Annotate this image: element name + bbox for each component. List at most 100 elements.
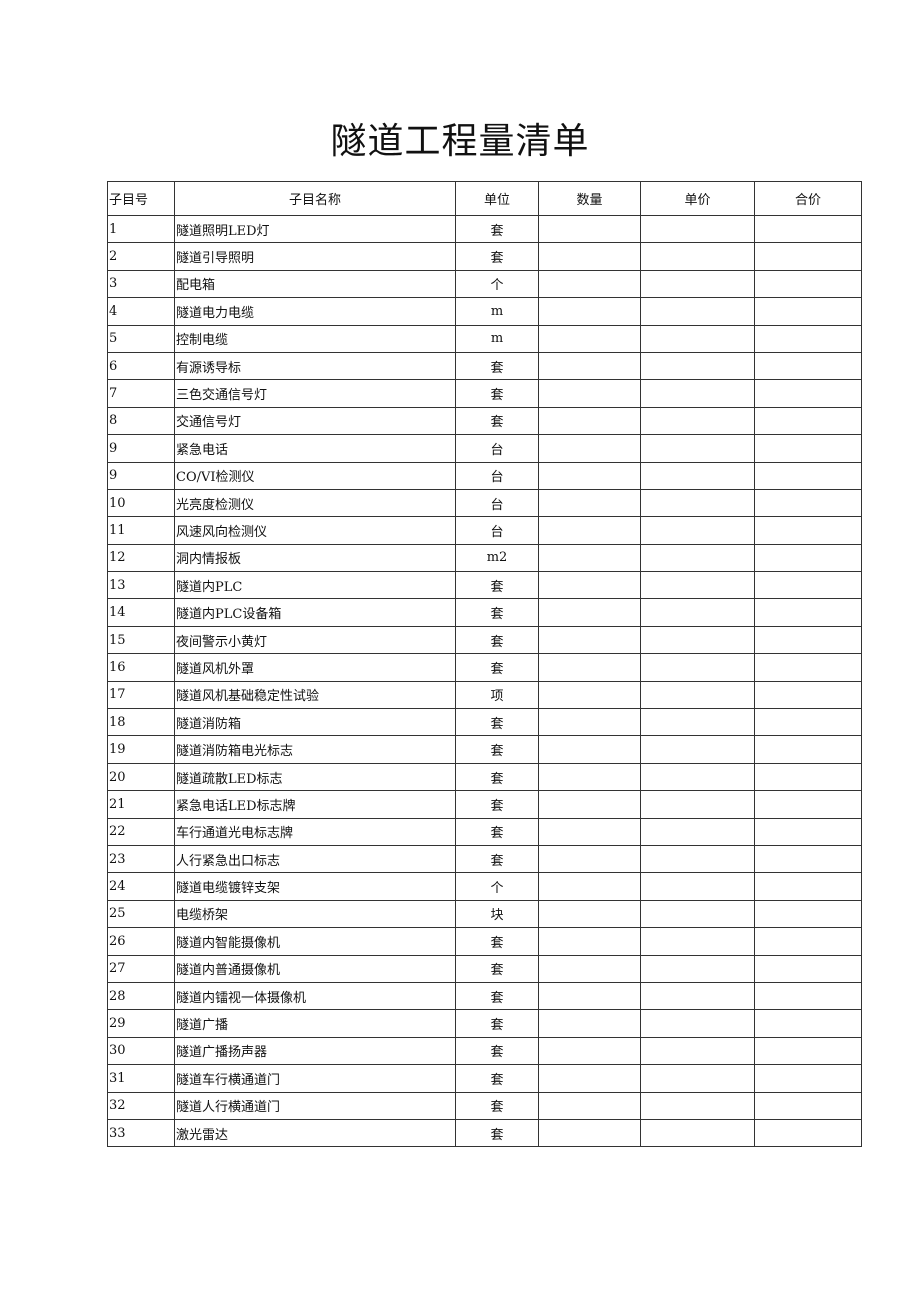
total-price-cell — [754, 214, 862, 244]
quantity-cell — [538, 1009, 641, 1038]
quantity-cell — [538, 899, 641, 929]
item-name-cell: 风速风向检测仪 — [174, 516, 456, 545]
header-item-no: 子目号 — [107, 181, 175, 216]
unit-cell: m — [455, 324, 539, 353]
unit-price-cell — [640, 269, 755, 299]
unit-price-cell — [640, 488, 755, 518]
item-no-cell: 15 — [107, 625, 175, 655]
total-price-cell — [754, 461, 862, 490]
item-name-cell: 控制电缆 — [174, 324, 456, 353]
quantity-cell — [538, 708, 641, 737]
item-name-cell: 隧道引导照明 — [174, 242, 456, 271]
table-row: 26 隧道内智能摄像机套 — [107, 927, 862, 956]
table-row: 13 隧道内PLC 套 — [107, 571, 862, 600]
item-no-cell: 30 — [107, 1036, 175, 1066]
quantity-cell — [538, 406, 641, 436]
total-price-cell — [754, 434, 862, 463]
table-row: 24 隧道电缆镀锌支架个 — [107, 872, 862, 901]
quantity-cell — [538, 543, 641, 573]
item-no-cell: 16 — [107, 653, 175, 682]
unit-price-cell — [640, 434, 755, 463]
total-price-cell — [754, 1036, 862, 1066]
header-total-price: 合价 — [754, 181, 862, 216]
item-no-cell: 28 — [107, 981, 175, 1011]
unit-cell: 套 — [455, 927, 539, 956]
header-quantity: 数量 — [538, 181, 641, 216]
item-no-cell: 9 — [107, 434, 175, 463]
item-name-cell: 隧道消防箱电光标志 — [174, 735, 456, 764]
item-name-cell: 夜间警示小黄灯 — [174, 625, 456, 655]
total-price-cell — [754, 899, 862, 929]
item-name-cell: 隧道车行横通道门 — [174, 1064, 456, 1093]
table-row: 32 隧道人行横通道门套 — [107, 1091, 862, 1120]
item-name-cell: 隧道内镭视一体摄像机 — [174, 981, 456, 1011]
total-price-cell — [754, 844, 862, 874]
unit-cell: 套 — [455, 625, 539, 655]
item-name-cell: 车行通道光电标志牌 — [174, 817, 456, 846]
item-no-cell: 20 — [107, 762, 175, 792]
unit-cell: 个 — [455, 269, 539, 299]
table-row: 21 紧急电话LED标志牌套 — [107, 790, 862, 819]
item-no-cell: 6 — [107, 351, 175, 381]
total-price-cell — [754, 625, 862, 655]
item-no-cell: 19 — [107, 735, 175, 764]
quantity-cell — [538, 1064, 641, 1093]
unit-cell: 套 — [455, 406, 539, 436]
page-title: 隧道工程量清单 — [330, 121, 590, 162]
quantity-cell — [538, 434, 641, 463]
unit-price-cell — [640, 844, 755, 874]
total-price-cell — [754, 516, 862, 545]
unit-cell: 套 — [455, 790, 539, 819]
unit-price-cell — [640, 981, 755, 1011]
table-row: 30 隧道广播扬声器套 — [107, 1036, 862, 1066]
quantity-cell — [538, 598, 641, 627]
table-row: 4 隧道电力电缆 m — [107, 297, 862, 326]
item-no-cell: 7 — [107, 379, 175, 408]
table-row: 6 有源诱导标套 — [107, 351, 862, 381]
item-name-cell: 交通信号灯 — [174, 406, 456, 436]
total-price-cell — [754, 1064, 862, 1093]
item-no-cell: 1 — [107, 214, 175, 244]
table-row: 23 人行紧急出口标志套 — [107, 844, 862, 874]
item-name-cell: 洞内情报板 — [174, 543, 456, 573]
quantity-cell — [538, 351, 641, 381]
item-name-cell: 隧道内普通摄像机 — [174, 954, 456, 983]
unit-price-cell — [640, 1118, 755, 1148]
item-name-cell: 激光雷达 — [174, 1118, 456, 1148]
table-row: 16 隧道风机外罩套 — [107, 653, 862, 682]
total-price-cell — [754, 324, 862, 353]
unit-price-cell — [640, 1091, 755, 1120]
item-name-cell: 隧道疏散LED标志 — [174, 762, 456, 792]
total-price-cell — [754, 954, 862, 983]
table-row: 33 激光雷达套 — [107, 1118, 862, 1148]
item-no-cell: 21 — [107, 790, 175, 819]
table-row: 18 隧道消防箱套 — [107, 708, 862, 737]
unit-price-cell — [640, 653, 755, 682]
item-no-cell: 26 — [107, 927, 175, 956]
unit-price-cell — [640, 954, 755, 983]
item-no-cell: 31 — [107, 1064, 175, 1093]
unit-cell: 套 — [455, 1064, 539, 1093]
unit-price-cell — [640, 817, 755, 846]
item-no-cell: 23 — [107, 844, 175, 874]
table-row: 5 控制电缆 m — [107, 324, 862, 353]
unit-cell: 套 — [455, 981, 539, 1011]
quantity-cell — [538, 817, 641, 846]
unit-cell: 套 — [455, 1036, 539, 1066]
header-item-name: 子目名称 — [174, 181, 456, 216]
quantity-cell — [538, 981, 641, 1011]
item-no-cell: 4 — [107, 297, 175, 326]
table-row: 20 隧道疏散LED标志套 — [107, 762, 862, 792]
table-row: 10 光亮度检测仪台 — [107, 488, 862, 518]
item-no-cell: 2 — [107, 242, 175, 271]
item-name-cell: 隧道内智能摄像机 — [174, 927, 456, 956]
unit-price-cell — [640, 790, 755, 819]
item-no-cell: 29 — [107, 1009, 175, 1038]
item-no-cell: 5 — [107, 324, 175, 353]
item-no-cell: 12 — [107, 543, 175, 573]
total-price-cell — [754, 543, 862, 573]
quantity-cell — [538, 379, 641, 408]
unit-price-cell — [640, 543, 755, 573]
total-price-cell — [754, 790, 862, 819]
unit-cell: 套 — [455, 653, 539, 682]
